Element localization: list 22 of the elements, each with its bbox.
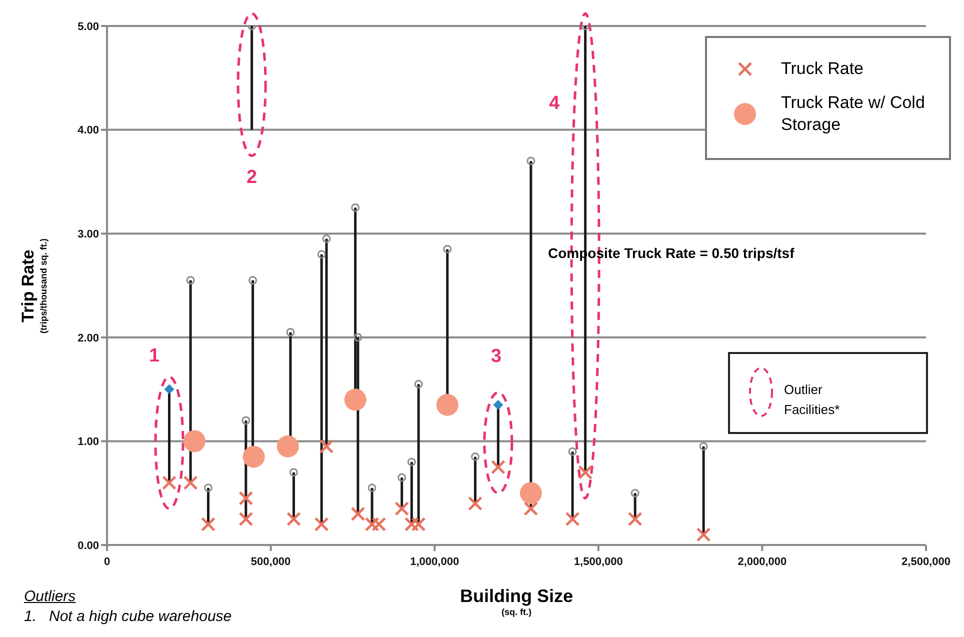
- legend-label: Truck Rate w/ Cold Storage: [781, 92, 926, 136]
- text: 1. Not a high cube warehouse: [24, 608, 232, 625]
- y-tick-label: 0.00: [78, 540, 99, 552]
- x-tick-label: 1,000,000: [410, 556, 460, 568]
- annotation: Outlier Facilities*: [784, 381, 841, 419]
- x-tick-label: 2,500,000: [902, 556, 950, 568]
- annotation: 3: [490, 346, 502, 367]
- legend-label: Truck Rate: [781, 58, 864, 80]
- y-axis-title: Trip Rate (trips/thousand sq. ft.): [18, 238, 48, 333]
- y-tick-label: 3.00: [78, 228, 99, 241]
- x-tick-label: 500,000: [250, 556, 291, 568]
- x-tick-label: 1,500,000: [574, 556, 623, 568]
- x-tick-label: 2,000,000: [738, 556, 787, 568]
- y-tick-label: 4.00: [78, 124, 99, 137]
- y-tick-label: 1.00: [78, 436, 99, 448]
- y-tick-label: 2.00: [78, 332, 99, 344]
- annotation: 2: [246, 166, 258, 188]
- x-tick-label: 0: [104, 556, 110, 568]
- text: Outliers: [24, 588, 76, 605]
- annotation: 1: [148, 345, 160, 366]
- annotation: 4: [549, 92, 560, 114]
- y-tick-label: 5.00: [78, 20, 99, 33]
